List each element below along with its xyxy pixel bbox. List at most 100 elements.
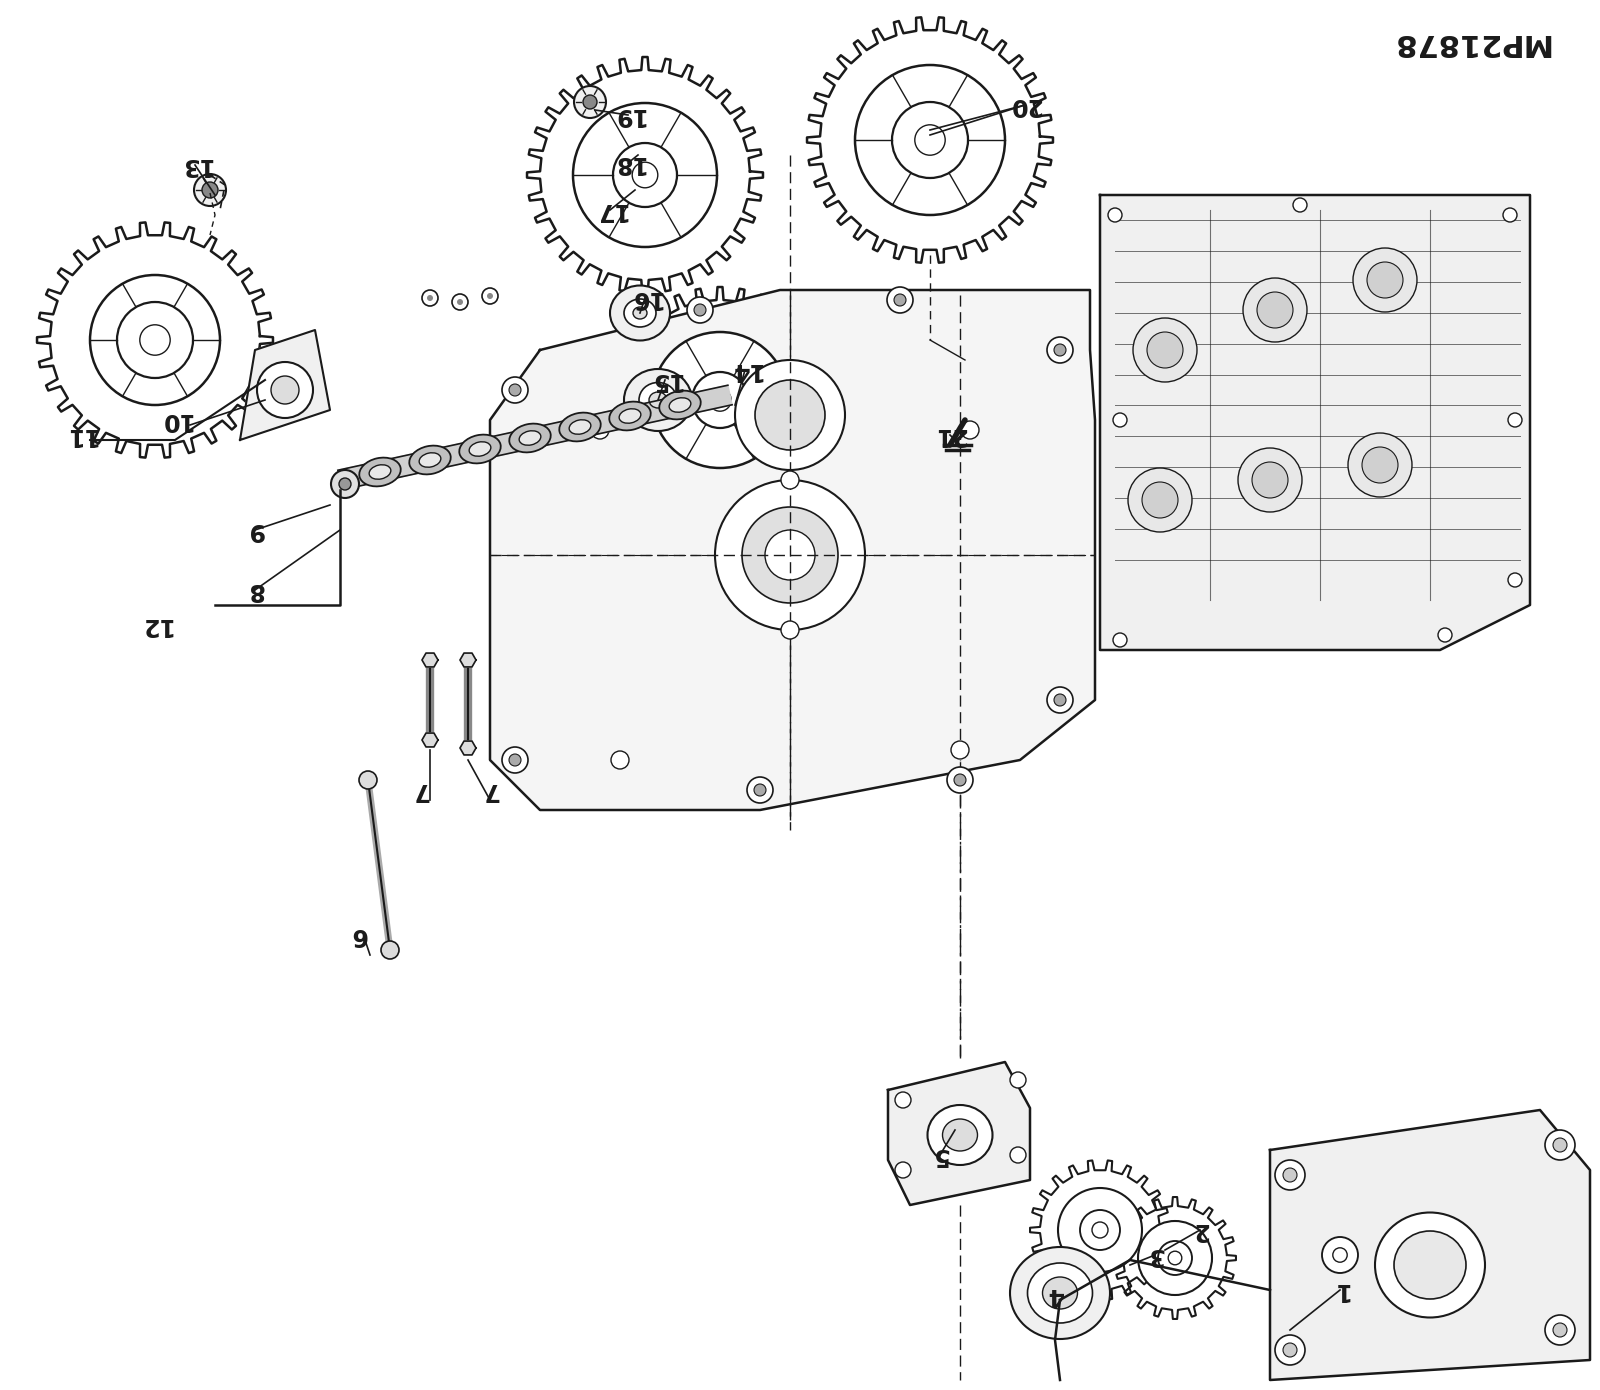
Circle shape <box>1347 434 1413 498</box>
Circle shape <box>502 746 528 773</box>
Circle shape <box>90 275 221 404</box>
Circle shape <box>1147 332 1182 368</box>
Circle shape <box>358 771 378 790</box>
Circle shape <box>582 95 597 108</box>
Circle shape <box>453 295 469 310</box>
Ellipse shape <box>509 424 550 452</box>
Text: 15: 15 <box>648 368 682 392</box>
Circle shape <box>1114 413 1126 427</box>
Circle shape <box>1366 261 1403 297</box>
Circle shape <box>715 480 866 630</box>
Circle shape <box>117 302 194 378</box>
Circle shape <box>1438 628 1453 642</box>
Circle shape <box>805 15 1054 265</box>
Polygon shape <box>1114 1197 1235 1319</box>
Circle shape <box>258 361 314 418</box>
Text: 11: 11 <box>64 423 96 448</box>
Text: 17: 17 <box>594 197 627 222</box>
Circle shape <box>202 182 218 197</box>
Circle shape <box>331 470 358 498</box>
Polygon shape <box>1277 1191 1403 1319</box>
Circle shape <box>1554 1138 1566 1152</box>
Polygon shape <box>461 653 477 667</box>
Circle shape <box>1507 573 1522 587</box>
Circle shape <box>1258 292 1293 328</box>
Ellipse shape <box>419 453 442 467</box>
Circle shape <box>486 293 493 299</box>
Circle shape <box>1333 1248 1347 1262</box>
Text: 19: 19 <box>611 103 645 126</box>
Circle shape <box>525 56 765 295</box>
Circle shape <box>509 753 522 766</box>
Circle shape <box>1128 468 1192 532</box>
Ellipse shape <box>410 446 451 474</box>
Text: 4: 4 <box>1046 1283 1062 1307</box>
Text: 1: 1 <box>1331 1277 1349 1302</box>
Ellipse shape <box>624 299 656 327</box>
Text: 21: 21 <box>934 423 966 448</box>
Text: 2: 2 <box>1192 1218 1208 1243</box>
Ellipse shape <box>1027 1264 1093 1323</box>
Ellipse shape <box>942 1119 978 1151</box>
Circle shape <box>482 288 498 304</box>
Circle shape <box>502 377 528 403</box>
Circle shape <box>611 751 629 769</box>
Circle shape <box>573 103 717 247</box>
Text: 7: 7 <box>411 778 429 802</box>
Ellipse shape <box>1374 1212 1485 1318</box>
Circle shape <box>1554 1323 1566 1337</box>
Circle shape <box>765 530 814 580</box>
Circle shape <box>1010 1147 1026 1163</box>
Circle shape <box>1107 208 1122 222</box>
Circle shape <box>893 101 968 178</box>
Circle shape <box>954 774 966 785</box>
Circle shape <box>962 421 979 439</box>
Circle shape <box>422 291 438 306</box>
Circle shape <box>613 143 677 207</box>
Circle shape <box>915 125 946 156</box>
Ellipse shape <box>469 442 491 456</box>
Circle shape <box>1322 1237 1358 1273</box>
Ellipse shape <box>459 435 501 463</box>
Polygon shape <box>1030 1161 1170 1300</box>
Text: 3: 3 <box>1147 1243 1163 1268</box>
Circle shape <box>755 379 826 450</box>
Circle shape <box>709 389 731 411</box>
Text: 12: 12 <box>139 613 171 637</box>
Circle shape <box>1114 632 1126 646</box>
Circle shape <box>1080 1211 1120 1250</box>
Circle shape <box>1275 1334 1306 1365</box>
Circle shape <box>509 384 522 396</box>
Polygon shape <box>1270 1111 1590 1380</box>
Text: 8: 8 <box>246 578 264 602</box>
Polygon shape <box>526 57 763 293</box>
Polygon shape <box>806 17 1053 263</box>
Ellipse shape <box>570 420 590 434</box>
Ellipse shape <box>560 413 600 442</box>
Circle shape <box>653 332 789 468</box>
Circle shape <box>1142 482 1178 518</box>
Circle shape <box>427 295 434 302</box>
Text: 5: 5 <box>931 1143 949 1168</box>
Circle shape <box>686 297 714 322</box>
Circle shape <box>458 299 462 304</box>
Ellipse shape <box>634 307 646 318</box>
Polygon shape <box>338 385 733 489</box>
Circle shape <box>1293 197 1307 213</box>
Circle shape <box>894 1162 910 1177</box>
Ellipse shape <box>610 285 670 341</box>
Circle shape <box>1283 1343 1298 1357</box>
Text: 13: 13 <box>179 153 211 177</box>
Circle shape <box>747 777 773 803</box>
Circle shape <box>1058 1188 1142 1272</box>
Circle shape <box>35 220 275 460</box>
Ellipse shape <box>610 402 651 431</box>
Text: 6: 6 <box>350 923 366 947</box>
Ellipse shape <box>928 1105 992 1165</box>
Circle shape <box>1275 1161 1306 1190</box>
Ellipse shape <box>669 398 691 413</box>
Circle shape <box>1046 687 1074 713</box>
Circle shape <box>950 741 970 759</box>
Circle shape <box>781 621 798 639</box>
Ellipse shape <box>360 457 400 486</box>
